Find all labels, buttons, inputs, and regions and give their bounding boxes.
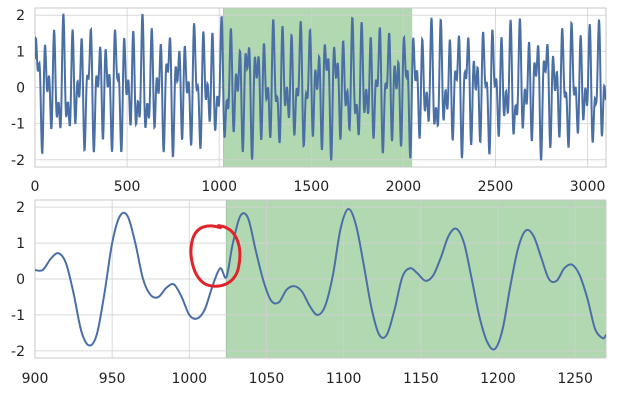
x-tick-label: 1150	[403, 371, 439, 387]
x-tick-label: 3000	[570, 179, 606, 195]
y-tick-label: -1	[11, 308, 25, 324]
y-tick-label: 1	[16, 44, 25, 60]
annotation-circle	[189, 224, 242, 288]
plot-frame	[34, 7, 607, 168]
x-tick-label: 1000	[201, 179, 237, 195]
x-tick-label: 500	[114, 179, 141, 195]
x-tick-label: 1200	[480, 371, 516, 387]
y-tick-label: 0	[16, 272, 25, 288]
y-tick-label: 1	[16, 236, 25, 252]
y-tick-label: -1	[11, 117, 25, 133]
series-line-1	[35, 13, 606, 161]
panel-2: 2 1 0 -1 -2 900 950 1000 1050 1100 1150 1200 1250	[11, 199, 607, 387]
x-tick-label: 1050	[249, 371, 285, 387]
x-tick-label: 900	[22, 371, 49, 387]
plot-frame	[34, 199, 607, 359]
y-tick-label: 2	[16, 8, 25, 24]
x-tick-label: 1000	[172, 371, 208, 387]
x-tick-label: 950	[99, 371, 126, 387]
x-tick-label: 1500	[293, 179, 329, 195]
y-tick-label: 2	[16, 200, 25, 216]
x-tick-label: 2000	[386, 179, 422, 195]
panel-1: 2 1 0 -1 -2 0 500 1000 1500 2000 2500 3000	[11, 7, 607, 195]
x-tick-label: 0	[31, 179, 40, 195]
x-tick-label: 1250	[557, 371, 593, 387]
y-tick-label: -2	[11, 153, 25, 169]
series-line-1	[35, 207, 606, 351]
y-tick-label: 0	[16, 81, 25, 97]
x-tick-label: 1100	[326, 371, 362, 387]
y-tick-label: -2	[11, 344, 25, 360]
x-tick-label: 2500	[478, 179, 514, 195]
